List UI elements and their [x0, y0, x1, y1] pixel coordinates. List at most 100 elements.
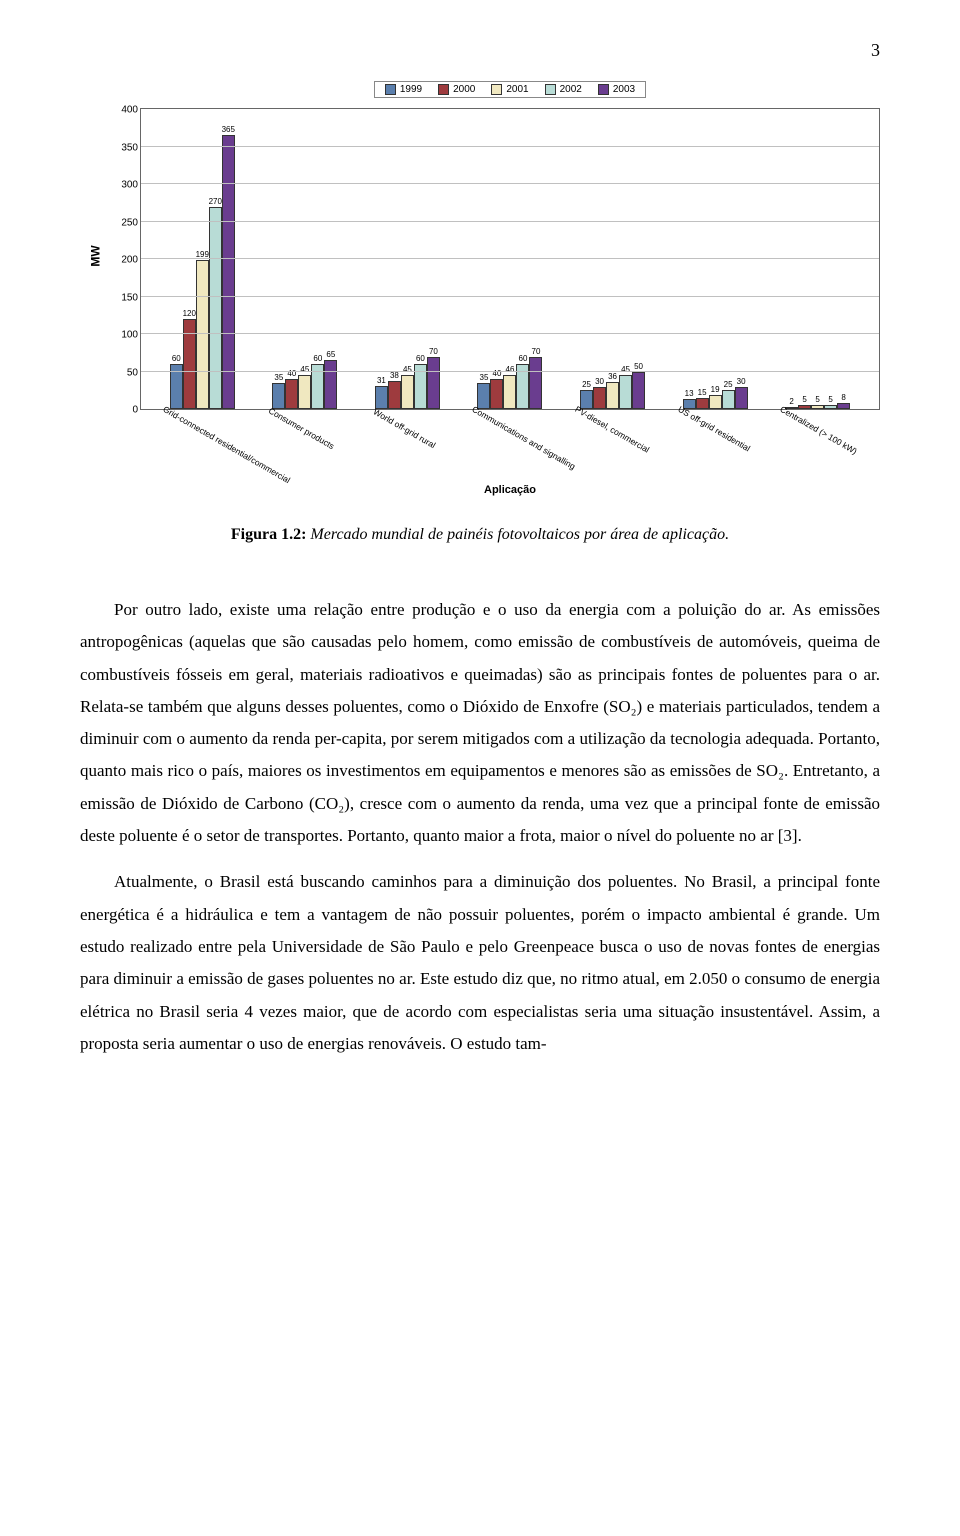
- bar: 70: [529, 357, 542, 410]
- grid-line: [141, 258, 879, 259]
- bar: 270: [209, 207, 222, 410]
- legend-item: 2001: [491, 84, 528, 95]
- bar: 45: [619, 375, 632, 409]
- x-axis: Grid-connected residential/commercialCon…: [140, 410, 880, 434]
- bar-value-label: 25: [724, 380, 733, 389]
- figure-caption: Figura 1.2: Mercado mundial de painéis f…: [80, 526, 880, 544]
- bar-value-label: 5: [802, 395, 806, 404]
- bar-value-label: 38: [390, 371, 399, 380]
- legend-label: 2002: [560, 84, 582, 95]
- bar-value-label: 2: [789, 397, 793, 406]
- grid-line: [141, 296, 879, 297]
- bar-group: 3540456065: [272, 360, 337, 409]
- bar: 40: [490, 379, 503, 409]
- bar: 5: [798, 405, 811, 409]
- bar: 50: [632, 372, 645, 410]
- bar-value-label: 15: [698, 388, 707, 397]
- page-number: 3: [80, 40, 880, 61]
- bar-group: 2530364550: [580, 372, 645, 410]
- bar: 45: [298, 375, 311, 409]
- legend-swatch: [385, 84, 396, 95]
- caption-text: Mercado mundial de painéis fotovoltaicos…: [310, 526, 729, 543]
- grid-line: [141, 183, 879, 184]
- legend-item: 2003: [598, 84, 635, 95]
- bar: 5: [824, 405, 837, 409]
- x-tick: Communications and signalling: [470, 404, 544, 453]
- grid-line: [141, 371, 879, 372]
- chart-container: 19992000200120022003 MW 0501001502002503…: [140, 81, 880, 496]
- bar: 46: [503, 375, 516, 410]
- bar-value-label: 60: [172, 354, 181, 363]
- chart-plot-area: 6012019927036535404560653138456070354046…: [140, 108, 880, 410]
- bar-value-label: 30: [595, 377, 604, 386]
- chart-legend: 1999 2000 2001 2002 2003: [374, 81, 646, 98]
- grid-line: [141, 146, 879, 147]
- x-tick: Centralized (> 100 kW): [779, 404, 853, 453]
- bar-value-label: 60: [313, 354, 322, 363]
- y-tick: 150: [121, 292, 138, 303]
- legend-item: 2000: [438, 84, 475, 95]
- bar: 35: [272, 383, 285, 409]
- bar-value-label: 46: [506, 365, 515, 374]
- bar: 40: [285, 379, 298, 409]
- y-tick: 0: [132, 405, 138, 416]
- bar-value-label: 35: [480, 373, 489, 382]
- y-axis-label: MW: [89, 245, 103, 266]
- bar: 30: [593, 387, 606, 410]
- bar: 5: [811, 405, 824, 409]
- bar-group: 313845 6070: [375, 357, 440, 410]
- bar-value-label: 270: [209, 197, 222, 206]
- bar: 35: [477, 383, 490, 409]
- bar-value-label: 120: [183, 309, 196, 318]
- bar-value-label: 60: [416, 354, 425, 363]
- bar-value-label: 50: [634, 362, 643, 371]
- paragraph: Por outro lado, existe uma relação entre…: [80, 594, 880, 852]
- legend-swatch: [491, 84, 502, 95]
- y-tick: 50: [127, 367, 138, 378]
- bar-value-label: 13: [685, 389, 694, 398]
- legend-label: 1999: [400, 84, 422, 95]
- bar-group: 60120199270365: [170, 135, 235, 409]
- caption-label: Figura 1.2:: [231, 526, 307, 543]
- bar-value-label: 60: [519, 354, 528, 363]
- bar-value-label: 19: [711, 385, 720, 394]
- bar: 65: [324, 360, 337, 409]
- bar: 45: [401, 375, 414, 409]
- legend-swatch: [598, 84, 609, 95]
- legend-item: 1999: [385, 84, 422, 95]
- bar-value-label: 5: [815, 395, 819, 404]
- x-tick: Consumer products: [265, 404, 339, 453]
- y-tick: 400: [121, 105, 138, 116]
- bar-value-label: 65: [326, 350, 335, 359]
- y-tick: 350: [121, 142, 138, 153]
- legend-swatch: [438, 84, 449, 95]
- bar-value-label: 70: [429, 347, 438, 356]
- bar: 70: [427, 357, 440, 410]
- bar: 36: [606, 382, 619, 409]
- bar: 15: [696, 398, 709, 409]
- x-tick: US off-grid residential: [676, 404, 750, 453]
- grid-line: [141, 221, 879, 222]
- bar-value-label: 70: [532, 347, 541, 356]
- x-axis-label: Aplicação: [140, 484, 880, 496]
- bar-value-label: 365: [222, 125, 235, 134]
- paragraph: Atualmente, o Brasil está buscando camin…: [80, 866, 880, 1060]
- bar: 31: [375, 386, 388, 409]
- bars-area: 6012019927036535404560653138456070354046…: [141, 109, 879, 409]
- bar-value-label: 8: [841, 393, 845, 402]
- x-tick: World off-grid rural: [367, 404, 441, 453]
- bar-value-label: 25: [582, 380, 591, 389]
- bar-value-label: 36: [608, 372, 617, 381]
- bar: 199: [196, 260, 209, 409]
- bar-value-label: 30: [737, 377, 746, 386]
- y-tick: 200: [121, 255, 138, 266]
- y-tick: 300: [121, 180, 138, 191]
- bar-group: 25558: [785, 403, 850, 409]
- bar-value-label: 5: [828, 395, 832, 404]
- legend-label: 2003: [613, 84, 635, 95]
- legend-label: 2001: [506, 84, 528, 95]
- y-axis: 050100150200250300350400: [110, 108, 138, 410]
- bar-group: 354046 6070: [477, 357, 542, 410]
- grid-line: [141, 333, 879, 334]
- x-tick: Grid-connected residential/commercial: [162, 404, 236, 453]
